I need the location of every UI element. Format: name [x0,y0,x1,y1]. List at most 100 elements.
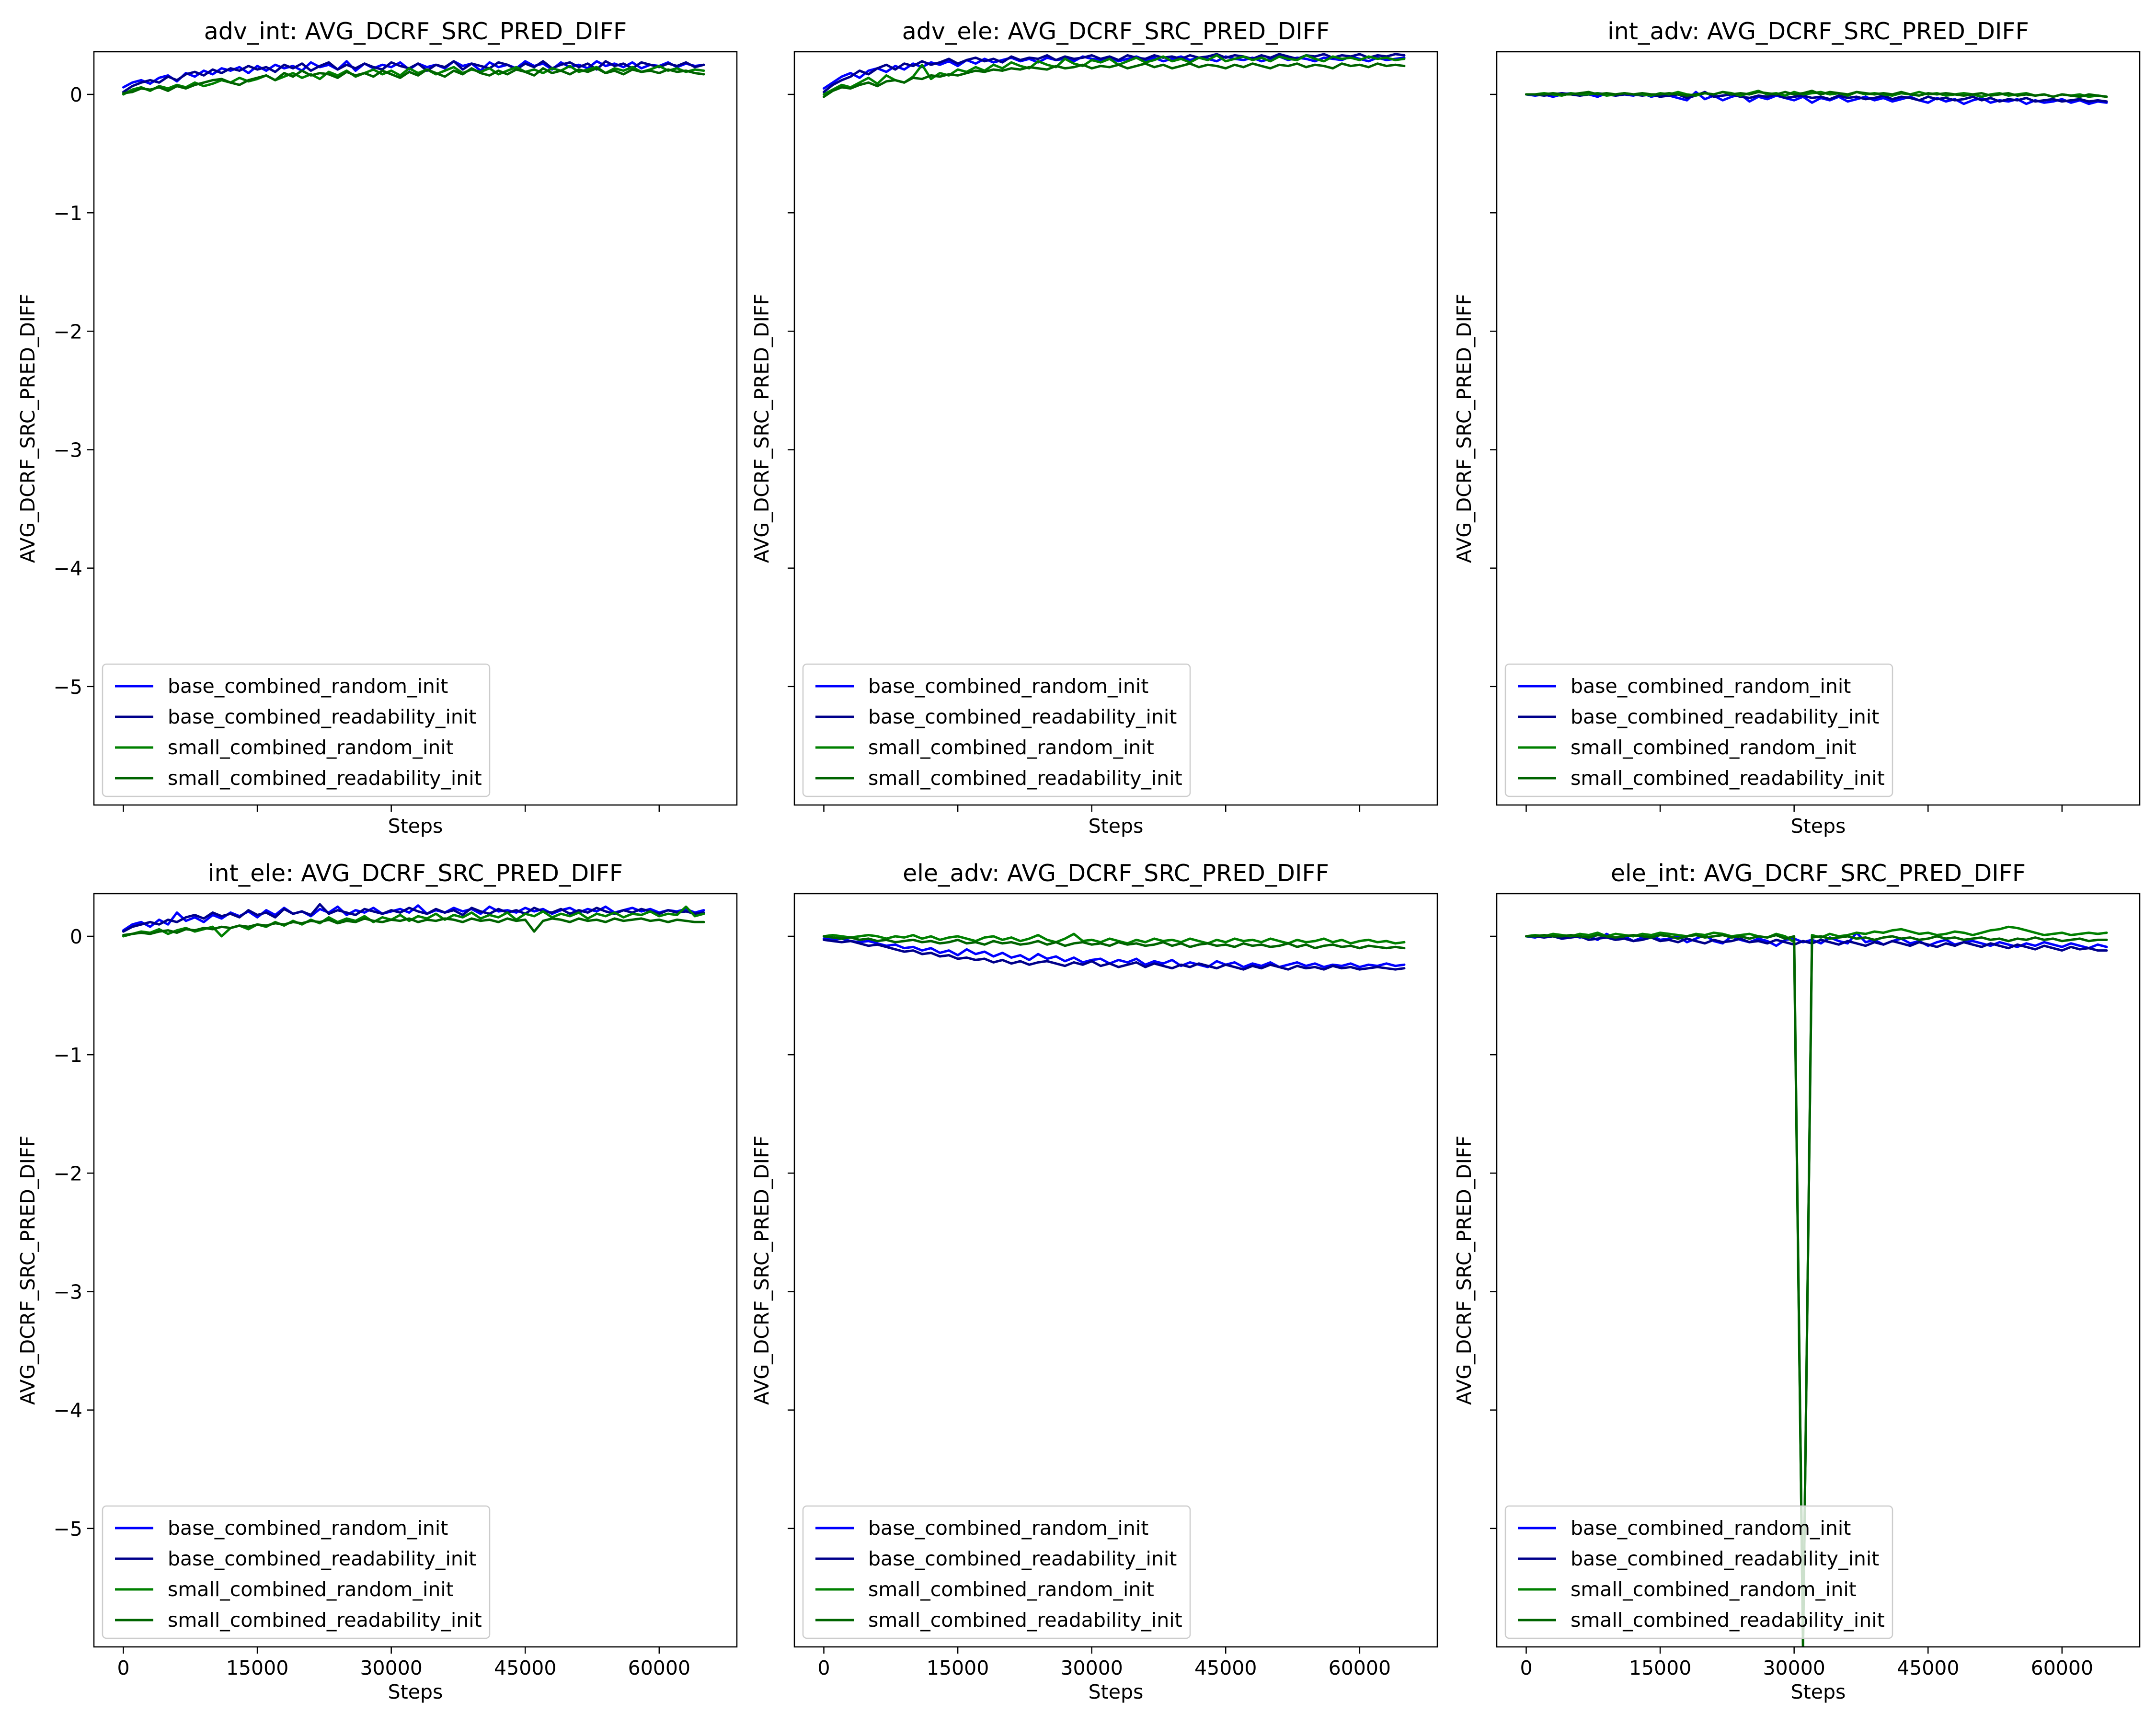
x-tick-label: 60000 [2031,1656,2093,1679]
subplot-1: adv_ele: AVG_DCRF_SRC_PRED_DIFF Steps AVG_… [750,18,1438,838]
y-axis-label: AVG_DCRF_SRC_PRED_DIFF [16,1136,39,1405]
y-tick-label: −1 [54,1044,82,1067]
legend-label: small_combined_random_init [168,736,454,759]
x-axis-label: Steps [388,1680,443,1703]
chart-title: ele_int: AVG_DCRF_SRC_PRED_DIFF [1611,860,2026,887]
y-axis-label: AVG_DCRF_SRC_PRED_DIFF [16,294,39,563]
x-axis-label: Steps [1089,1680,1144,1703]
y-tick-label: 0 [70,83,82,106]
y-tick-label: −1 [54,202,82,225]
axes-frame [1496,51,2141,806]
axes-frame [93,51,738,806]
subplot-2: int_adv: AVG_DCRF_SRC_PRED_DIFF Steps AVG_… [1453,18,2141,838]
series-line-base_combined_readability_init [122,60,705,93]
legend-label: base_combined_readability_init [168,705,476,728]
chart-title: int_adv: AVG_DCRF_SRC_PRED_DIFF [1607,18,2029,45]
x-tick-label: 15000 [226,1656,288,1679]
x-axis-label: Steps [1089,815,1144,838]
legend-label: base_combined_readability_init [168,1547,476,1570]
series-group [823,53,1406,98]
series-line-small_combined_readability_init [1525,934,2108,1647]
x-tick-label: 60000 [1329,1656,1391,1679]
x-tick-label: 45000 [1194,1656,1257,1679]
y-tick-label: −5 [54,676,82,699]
legend-box [102,663,491,797]
series-line-small_combined_readability_init [122,917,705,936]
legend-label: base_combined_random_init [868,1517,1148,1540]
legend-label: base_combined_readability_init [1571,705,1879,728]
legend-label: base_combined_readability_init [868,1547,1177,1570]
legend-label: base_combined_random_init [168,1517,448,1540]
y-tick-label: −4 [54,557,82,580]
series-line-base_combined_readability_init [122,903,705,933]
chart-title: adv_ele: AVG_DCRF_SRC_PRED_DIFF [902,18,1330,45]
y-axis-label: AVG_DCRF_SRC_PRED_DIFF [1453,294,1476,563]
y-tick-label: −4 [54,1399,82,1422]
series-line-base_combined_random_init [823,937,1406,968]
legend-label: base_combined_random_init [868,675,1148,698]
legend-label: small_combined_readability_init [168,1609,482,1632]
legend-box [1504,663,1893,797]
legend-label: base_combined_random_init [1571,1517,1851,1540]
legend-label: base_combined_readability_init [868,705,1177,728]
y-axis-label: AVG_DCRF_SRC_PRED_DIFF [1453,1136,1476,1405]
y-tick-label: −3 [54,1280,82,1303]
chart-title: adv_int: AVG_DCRF_SRC_PRED_DIFF [204,18,627,45]
legend-box [102,1505,491,1639]
x-tick-label: 45000 [1897,1656,1959,1679]
legend-box [1504,1505,1893,1639]
series-line-small_combined_readability_init [823,935,1406,950]
series-group [122,903,705,938]
legend: base_combined_random_init base_combined_r… [1504,1505,1893,1639]
series-line-small_combined_readability_init [122,67,705,94]
legend-label: small_combined_readability_init [868,767,1182,790]
series-line-small_combined_random_init [823,54,1406,96]
x-axis-label: Steps [1791,1680,1846,1703]
series-line-small_combined_random_init [823,932,1406,945]
subplot-3: 0 15000 30000 45000 60000 0 −1 −2 −3 −4 −5 int_ele:… [16,860,738,1703]
y-tick-label: −2 [54,1162,82,1185]
series-group [823,932,1406,971]
subplot-0: 0 −1 −2 −3 −4 −5 adv_int: AVG_DCRF_SRC_PRED_DI… [16,18,738,838]
legend-box [802,1505,1191,1639]
x-tick-label: 15000 [927,1656,989,1679]
y-tick-label: −3 [54,438,82,461]
y-axis-label: AVG_DCRF_SRC_PRED_DIFF [750,1136,773,1405]
y-tick-label: −2 [54,320,82,343]
legend-label: small_combined_readability_init [168,767,482,790]
axes-frame [793,893,1438,1648]
series-line-small_combined_readability_init [1525,90,2108,98]
chart-title: int_ele: AVG_DCRF_SRC_PRED_DIFF [208,860,623,887]
x-tick-label: 0 [117,1656,129,1679]
legend-label: base_combined_random_init [1571,675,1851,698]
series-line-small_combined_readability_init [823,62,1406,98]
series-line-base_combined_readability_init [1525,935,2108,952]
x-tick-label: 30000 [360,1656,422,1679]
chart-title: ele_adv: AVG_DCRF_SRC_PRED_DIFF [903,860,1329,887]
legend-label: small_combined_random_init [868,1578,1154,1601]
subplot-4: 0 15000 30000 45000 60000 ele_adv: AVG_DCRF_S… [750,860,1438,1703]
axes-frame [93,893,738,1648]
x-tick-label: 30000 [1763,1656,1825,1679]
legend-label: small_combined_random_init [1571,1578,1857,1601]
legend-label: small_combined_readability_init [868,1609,1182,1632]
legend: base_combined_random_init base_combined_r… [1504,663,1893,797]
legend-label: small_combined_random_init [868,736,1154,759]
series-line-base_combined_readability_init [823,938,1406,971]
legend: base_combined_random_init base_combined_r… [102,1505,491,1639]
legend-label: small_combined_random_init [1571,736,1857,759]
legend-label: small_combined_readability_init [1571,767,1885,790]
legend-label: base_combined_random_init [168,675,448,698]
legend: base_combined_random_init base_combined_r… [802,663,1191,797]
x-tick-label: 15000 [1629,1656,1691,1679]
subplot-5: 0 15000 30000 45000 60000 ele_int: AVG_DCRF_S… [1453,860,2141,1703]
legend-label: small_combined_readability_init [1571,1609,1885,1632]
x-tick-label: 45000 [494,1656,556,1679]
legend: base_combined_random_init base_combined_r… [102,663,491,797]
x-tick-label: 0 [817,1656,830,1679]
x-tick-label: 30000 [1060,1656,1123,1679]
series-group [1525,925,2108,1647]
y-tick-label: −5 [54,1518,82,1541]
x-tick-label: 60000 [628,1656,690,1679]
